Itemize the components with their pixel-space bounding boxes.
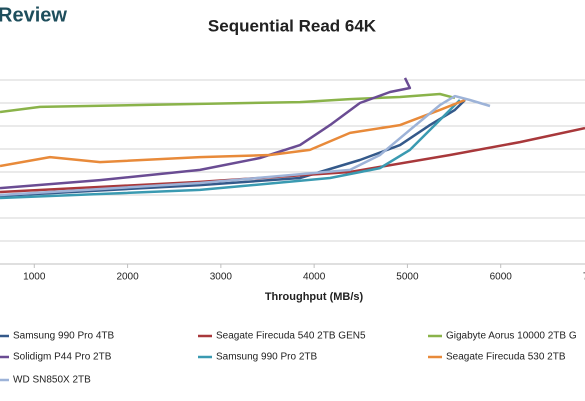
x-tick-label: 4000 <box>303 272 326 283</box>
x-tick-label: 5000 <box>396 272 419 283</box>
x-tick-label: 3000 <box>210 272 233 283</box>
legend-label: Solidigm P44 Pro 2TB <box>13 352 112 363</box>
series-line <box>0 99 466 198</box>
x-tick-label: 1000 <box>23 272 46 283</box>
series-line <box>0 94 491 197</box>
series-line <box>0 99 461 200</box>
series-line <box>0 77 412 190</box>
x-axis-label: Throughput (MB/s) <box>265 291 364 303</box>
legend-label: Seagate Firecuda 530 2TB <box>446 352 566 363</box>
legend-label: Samsung 990 Pro 4TB <box>13 331 114 342</box>
x-tick-label: 6000 <box>490 272 513 283</box>
legend-label: WD SN850X 2TB <box>13 375 91 386</box>
x-tick-label: 2000 <box>116 272 139 283</box>
chart-title: Sequential Read 64K <box>208 16 377 35</box>
series-line <box>0 126 585 194</box>
series-line <box>0 92 456 114</box>
legend-label: Gigabyte Aorus 10000 2TB G <box>446 331 577 342</box>
legend-label: Seagate Firecuda 540 2TB GEN5 <box>216 331 366 342</box>
brand: Review <box>0 4 67 26</box>
series-line <box>0 98 466 168</box>
x-tick-label: 7000 <box>583 272 585 283</box>
legend-label: Samsung 990 Pro 2TB <box>216 352 317 363</box>
